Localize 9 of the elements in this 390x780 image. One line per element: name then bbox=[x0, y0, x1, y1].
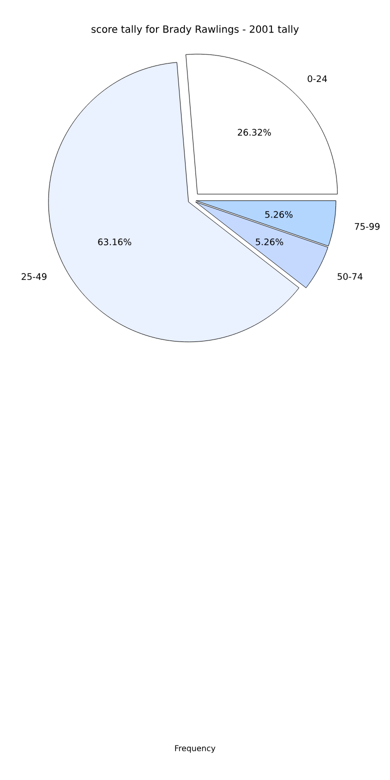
slice-label: 0-24 bbox=[308, 75, 327, 82]
data-label: 5.26% bbox=[256, 238, 284, 246]
data-label: 5.26% bbox=[265, 211, 293, 218]
data-label: 63.16% bbox=[98, 238, 132, 246]
data-label: 26.32% bbox=[238, 128, 271, 136]
slice-label: 75-99 bbox=[354, 223, 380, 230]
chart-title: score tally for Brady Rawlings - 2001 tally bbox=[92, 25, 299, 35]
slice-label: 25-49 bbox=[22, 273, 46, 280]
slice-label: 50-74 bbox=[338, 273, 363, 280]
